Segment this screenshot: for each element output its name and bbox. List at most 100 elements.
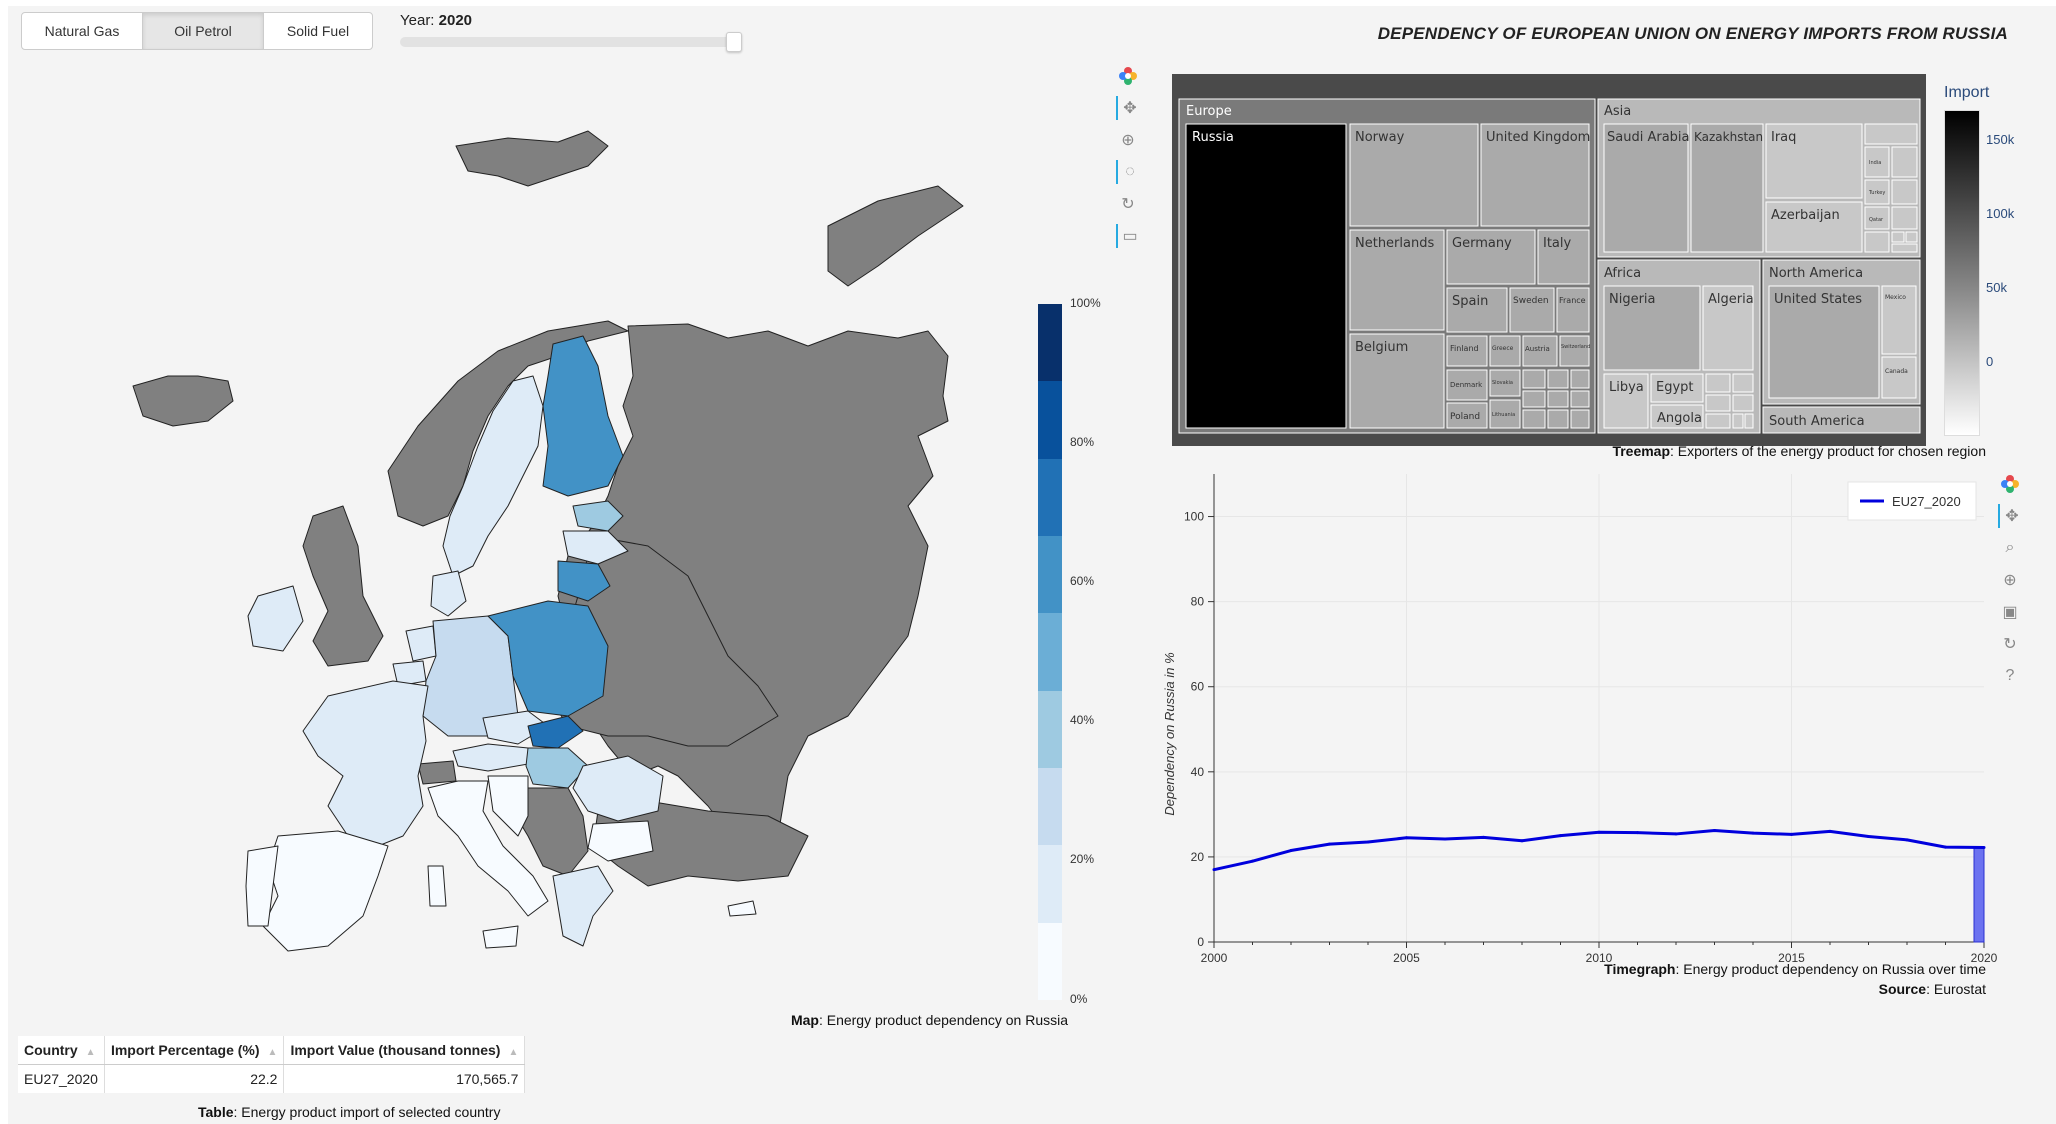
wheel-zoom-icon[interactable]: ⊕ — [1121, 132, 1135, 149]
treemap-cell-united-states — [1768, 285, 1880, 399]
data-point — [1251, 859, 1254, 863]
map-colorbar-step — [1038, 304, 1062, 382]
treemap[interactable]: Europe Russia Norway United Kingdom Neth… — [1178, 98, 1922, 436]
map-lithuania[interactable] — [557, 560, 611, 602]
map-sweden[interactable] — [442, 375, 544, 577]
data-point — [1482, 835, 1485, 839]
year-slider-handle[interactable] — [726, 32, 742, 52]
timegraph[interactable]: 0 20 40 60 80 100 2000 2005 2010 2015 2020 Depende… — [1148, 464, 2008, 974]
map-colorbar-step — [1038, 536, 1062, 614]
map-poland[interactable] — [487, 600, 609, 717]
lasso-icon[interactable]: ◌ — [1116, 160, 1142, 184]
map-colorbar — [1038, 304, 1062, 1000]
map-spain[interactable] — [262, 830, 389, 952]
map-italy[interactable] — [427, 780, 549, 917]
y-tick-label: 100 — [1184, 510, 1204, 524]
oil-petrol-button[interactable]: Oil Petrol — [143, 13, 264, 49]
pan-icon[interactable]: ✥ — [1998, 504, 2024, 528]
map-norway[interactable] — [387, 320, 629, 527]
data-point — [1944, 845, 1947, 849]
box-zoom-icon[interactable]: ⌕ — [2005, 539, 2015, 556]
treemap-cell-egypt — [1650, 373, 1704, 403]
data-point — [1867, 834, 1870, 838]
treemap-label: Turkey — [1868, 190, 1885, 196]
map-slovakia[interactable] — [527, 715, 584, 749]
hover-icon[interactable]: ▭ — [1116, 224, 1142, 248]
map-croatia-slovenia[interactable] — [487, 775, 529, 837]
treemap-caption: Treemap: Exporters of the energy product… — [1612, 443, 1986, 459]
treemap-cell-iraq — [1765, 123, 1863, 199]
treemap-label: Algeria — [1708, 292, 1754, 307]
timegraph-legend: EU27_2020 — [1847, 481, 1977, 521]
map-bulgaria[interactable] — [587, 820, 654, 862]
timegraph-marks — [1212, 829, 1986, 943]
europe-map[interactable] — [88, 76, 968, 996]
treemap-cell-poland — [1446, 402, 1488, 429]
column-header-import-percentage[interactable]: Import Percentage (%) ▲ — [104, 1036, 285, 1065]
x-tick-label: 2005 — [1393, 951, 1420, 965]
data-table-container: Country ▲ Import Percentage (%) ▲ Import V… — [18, 1036, 526, 1093]
reset-icon[interactable]: ↻ — [2003, 636, 2017, 653]
map-switzerland[interactable] — [417, 760, 457, 785]
table-row[interactable]: EU27_2020 22.2 170,565.7 — [18, 1064, 526, 1093]
map-novaya-zemlya[interactable] — [827, 185, 964, 287]
treemap-cell-italy — [1537, 229, 1590, 285]
reset-icon[interactable]: ↻ — [1121, 196, 1135, 213]
map-svalbard[interactable] — [455, 130, 609, 187]
treemap-colorbar-tick: 100k — [1986, 206, 2015, 221]
map-latvia[interactable] — [562, 530, 629, 565]
treemap-label: Spain — [1452, 294, 1488, 309]
cell-country: EU27_2020 — [18, 1064, 105, 1093]
y-tick-label: 60 — [1191, 680, 1205, 694]
treemap-cell-angola — [1650, 404, 1704, 429]
bokeh-logo-icon[interactable] — [1116, 64, 1140, 88]
treemap-cell-azerbaijan — [1765, 201, 1863, 253]
treemap-cell-greece — [1489, 335, 1521, 367]
treemap-cell-nigeria — [1603, 285, 1701, 371]
treemap-cell-france — [1556, 287, 1590, 333]
map-estonia[interactable] — [572, 500, 624, 532]
map-ireland[interactable] — [247, 585, 304, 652]
treemap-region-label: North America — [1769, 266, 1863, 281]
legend-label: EU27_2020 — [1892, 494, 1961, 509]
map-portugal[interactable] — [245, 845, 279, 927]
map-cyprus[interactable] — [727, 900, 757, 917]
treemap-label: Italy — [1543, 236, 1572, 251]
treemap-region-label: Asia — [1604, 104, 1631, 119]
map-colorbar-tick: 100% — [1070, 296, 1101, 310]
treemap-region-south-america — [1762, 406, 1921, 434]
year-slider-track[interactable] — [400, 37, 740, 47]
data-point — [1636, 831, 1639, 835]
map-france[interactable] — [302, 680, 429, 847]
timegraph-toolbar: ✥ ⌕ ⊕ ▣ ↻ ? — [1998, 472, 2024, 696]
year-value: 2020 — [438, 12, 473, 29]
pan-icon[interactable]: ✥ — [1116, 96, 1142, 120]
solid-fuel-button[interactable]: Solid Fuel — [286, 23, 350, 39]
column-header-import-value[interactable]: Import Value (thousand tonnes) ▲ — [283, 1036, 526, 1065]
map-uk[interactable] — [302, 505, 384, 667]
treemap-cell-libya — [1603, 373, 1649, 429]
map-iceland[interactable] — [132, 375, 234, 427]
map-sardinia[interactable] — [427, 865, 447, 907]
wheel-zoom-icon[interactable]: ⊕ — [2003, 572, 2017, 589]
data-point — [1443, 837, 1447, 841]
map-austria[interactable] — [452, 743, 529, 772]
data-point — [1559, 834, 1562, 838]
map-colorbar-tick: 40% — [1070, 713, 1095, 727]
save-icon[interactable]: ▣ — [2002, 604, 2018, 621]
treemap-label: Iraq — [1771, 130, 1796, 145]
map-finland[interactable] — [542, 335, 624, 497]
data-point — [1790, 832, 1793, 836]
natural-gas-button[interactable]: Natural Gas — [22, 13, 143, 49]
data-point — [1713, 829, 1716, 833]
map-sicily[interactable] — [482, 925, 519, 949]
map-denmark[interactable] — [430, 570, 467, 617]
x-tick-label: 2015 — [1778, 951, 1805, 965]
map-romania[interactable] — [572, 755, 664, 822]
x-tick-label: 2010 — [1586, 951, 1613, 965]
help-icon[interactable]: ? — [2005, 667, 2015, 684]
bokeh-logo-icon[interactable] — [1998, 472, 2022, 496]
map-netherlands[interactable] — [405, 625, 437, 662]
map-greece[interactable] — [552, 865, 614, 947]
column-header-country[interactable]: Country ▲ — [18, 1036, 105, 1065]
